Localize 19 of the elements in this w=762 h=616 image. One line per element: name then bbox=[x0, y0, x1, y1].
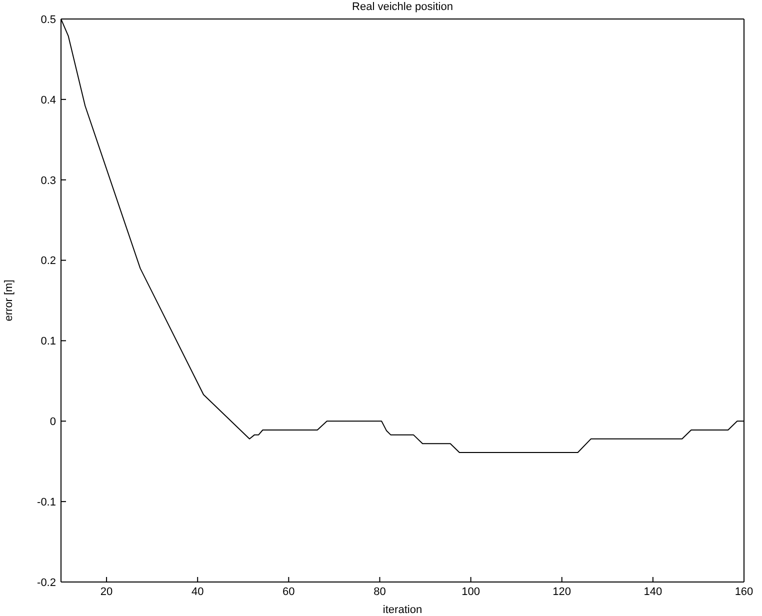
x-tick-label: 60 bbox=[282, 586, 295, 598]
x-tick-label: 100 bbox=[462, 586, 480, 598]
y-tick-label: 0.5 bbox=[40, 14, 56, 26]
y-tick-label: 0.2 bbox=[40, 255, 56, 268]
x-axis-title: iteration bbox=[382, 604, 422, 616]
x-tick-label: 20 bbox=[100, 586, 113, 598]
chart-title: Real veichle position bbox=[351, 1, 454, 13]
y-tick-label: -0.1 bbox=[37, 496, 56, 508]
x-tick-label: 160 bbox=[734, 586, 754, 598]
y-tick-label: 0.1 bbox=[40, 336, 56, 348]
x-tick-label: 80 bbox=[374, 586, 386, 598]
y-tick-label: 0.3 bbox=[40, 174, 56, 187]
x-tick-label: 40 bbox=[191, 586, 204, 598]
y-tick-label: 0 bbox=[50, 416, 56, 428]
x-tick-label: 140 bbox=[644, 586, 662, 598]
y-tick-label: -0.2 bbox=[37, 576, 56, 589]
y-axis-title: error [m] bbox=[2, 280, 15, 322]
x-tick-label: 120 bbox=[552, 586, 572, 598]
y-tick-label: 0.4 bbox=[40, 94, 56, 106]
